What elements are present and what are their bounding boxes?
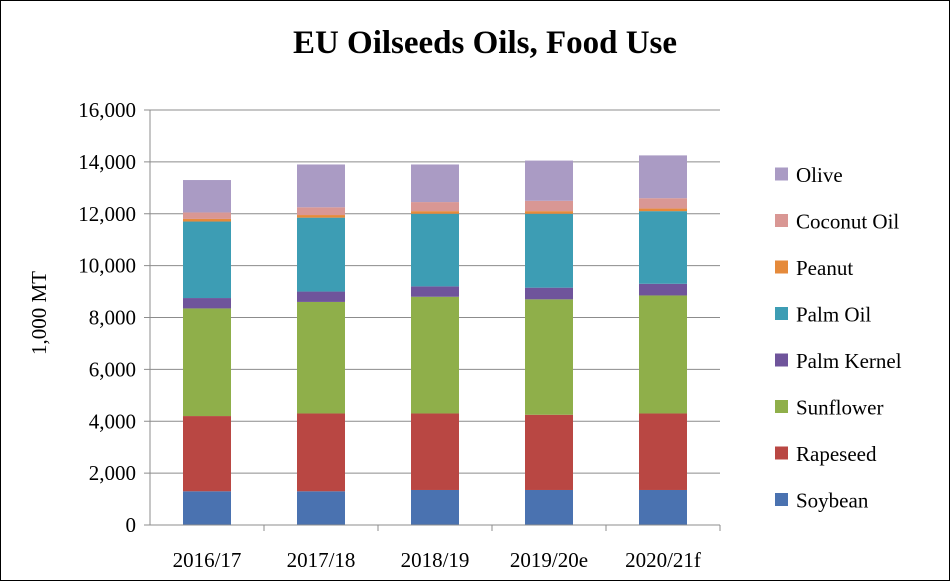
legend-swatch bbox=[775, 167, 788, 181]
bar-segment-palm-oil bbox=[525, 213, 573, 288]
bar-segment-palm-kernel bbox=[525, 287, 573, 300]
bar-segment-soybean bbox=[183, 491, 231, 525]
chart-title: EU Oilseeds Oils, Food Use bbox=[293, 25, 677, 61]
bar-segment-coconut-oil bbox=[411, 202, 459, 212]
legend-label: Soybean bbox=[796, 489, 869, 513]
bar-segment-rapeseed bbox=[411, 413, 459, 490]
legend-swatch bbox=[775, 400, 788, 413]
bar-segment-soybean bbox=[639, 489, 687, 525]
bar-segment-peanut bbox=[297, 215, 345, 218]
y-tick-labels: 0 2,000 4,000 6,000 8,000 10,000 12,000 14,000 1… bbox=[78, 98, 136, 537]
bar-segment-coconut-oil bbox=[297, 207, 345, 216]
bar-segment-olive bbox=[411, 164, 459, 203]
legend-label: Rapeseed bbox=[796, 442, 877, 466]
x-tick-label: 2017/18 bbox=[287, 548, 356, 572]
y-tick-label: 16,000 bbox=[78, 98, 136, 122]
x-tick-label: 2019/20e bbox=[510, 548, 588, 572]
legend: Olive Coconut Oil Peanut Palm Oil Palm Kerne… bbox=[775, 163, 902, 513]
legend-label: Sunflower bbox=[796, 396, 884, 420]
bar-segment-peanut bbox=[525, 211, 573, 214]
bar-segment-olive bbox=[525, 160, 573, 201]
legend-swatch bbox=[775, 307, 788, 320]
legend-label: Olive bbox=[796, 163, 843, 187]
bar-segment-coconut-oil bbox=[183, 212, 231, 219]
bar-segment-palm-oil bbox=[297, 217, 345, 292]
axes bbox=[149, 110, 721, 531]
legend-swatch bbox=[775, 446, 788, 460]
y-axis-label: 1,000 MT bbox=[27, 271, 51, 355]
legend-label: Peanut bbox=[796, 256, 853, 280]
bar-segment-sunflower bbox=[639, 295, 687, 414]
bar-segment-rapeseed bbox=[297, 413, 345, 492]
y-tick-label: 6,000 bbox=[89, 357, 136, 381]
bar-segment-olive bbox=[297, 164, 345, 208]
legend-swatch bbox=[775, 493, 788, 506]
bar-segment-peanut bbox=[411, 211, 459, 214]
x-tick-label: 2020/21f bbox=[625, 548, 701, 572]
bar-segment-palm-kernel bbox=[183, 298, 231, 309]
bar-segment-palm-oil bbox=[639, 211, 687, 284]
x-tick-label: 2018/19 bbox=[401, 548, 470, 572]
bar-segment-sunflower bbox=[183, 308, 231, 417]
legend-swatch bbox=[775, 260, 788, 274]
x-tick-label: 2016/17 bbox=[173, 548, 242, 572]
bar-segment-sunflower bbox=[525, 299, 573, 415]
bar-segment-palm-kernel bbox=[411, 286, 459, 297]
bars bbox=[183, 155, 687, 525]
bar-segment-rapeseed bbox=[183, 416, 231, 492]
bar-segment-soybean bbox=[297, 491, 345, 525]
x-tick-labels: 2016/17 2017/18 2018/19 2019/20e 2020/21f bbox=[173, 548, 701, 572]
bar-segment-olive bbox=[183, 180, 231, 213]
y-tick-label: 8,000 bbox=[89, 306, 136, 330]
y-tick-label: 10,000 bbox=[78, 254, 136, 278]
bar-segment-coconut-oil bbox=[639, 198, 687, 209]
bar-segment-palm-oil bbox=[183, 221, 231, 299]
bar-segment-peanut bbox=[183, 218, 231, 222]
bar-segment-soybean bbox=[525, 489, 573, 525]
bar-segment-olive bbox=[639, 155, 687, 199]
legend-label: Coconut Oil bbox=[796, 210, 899, 234]
bar-segment-coconut-oil bbox=[525, 200, 573, 212]
bar-segment-palm-kernel bbox=[297, 291, 345, 302]
bar-segment-rapeseed bbox=[639, 413, 687, 490]
bar-segment-palm-oil bbox=[411, 213, 459, 287]
y-tick-label: 0 bbox=[126, 513, 137, 537]
bar-segment-sunflower bbox=[411, 296, 459, 414]
bar-segment-soybean bbox=[411, 489, 459, 525]
legend-swatch bbox=[775, 353, 788, 367]
legend-label: Palm Kernel bbox=[796, 349, 902, 373]
bar-segment-sunflower bbox=[297, 301, 345, 414]
y-tick-label: 14,000 bbox=[78, 150, 136, 174]
y-tick-label: 12,000 bbox=[78, 202, 136, 226]
bar-segment-peanut bbox=[639, 208, 687, 212]
y-tick-label: 4,000 bbox=[89, 409, 136, 433]
legend-swatch bbox=[775, 214, 788, 227]
bar-segment-rapeseed bbox=[525, 414, 573, 490]
bar-segment-palm-kernel bbox=[639, 283, 687, 296]
legend-label: Palm Oil bbox=[796, 303, 871, 327]
y-tick-label: 2,000 bbox=[89, 461, 136, 485]
